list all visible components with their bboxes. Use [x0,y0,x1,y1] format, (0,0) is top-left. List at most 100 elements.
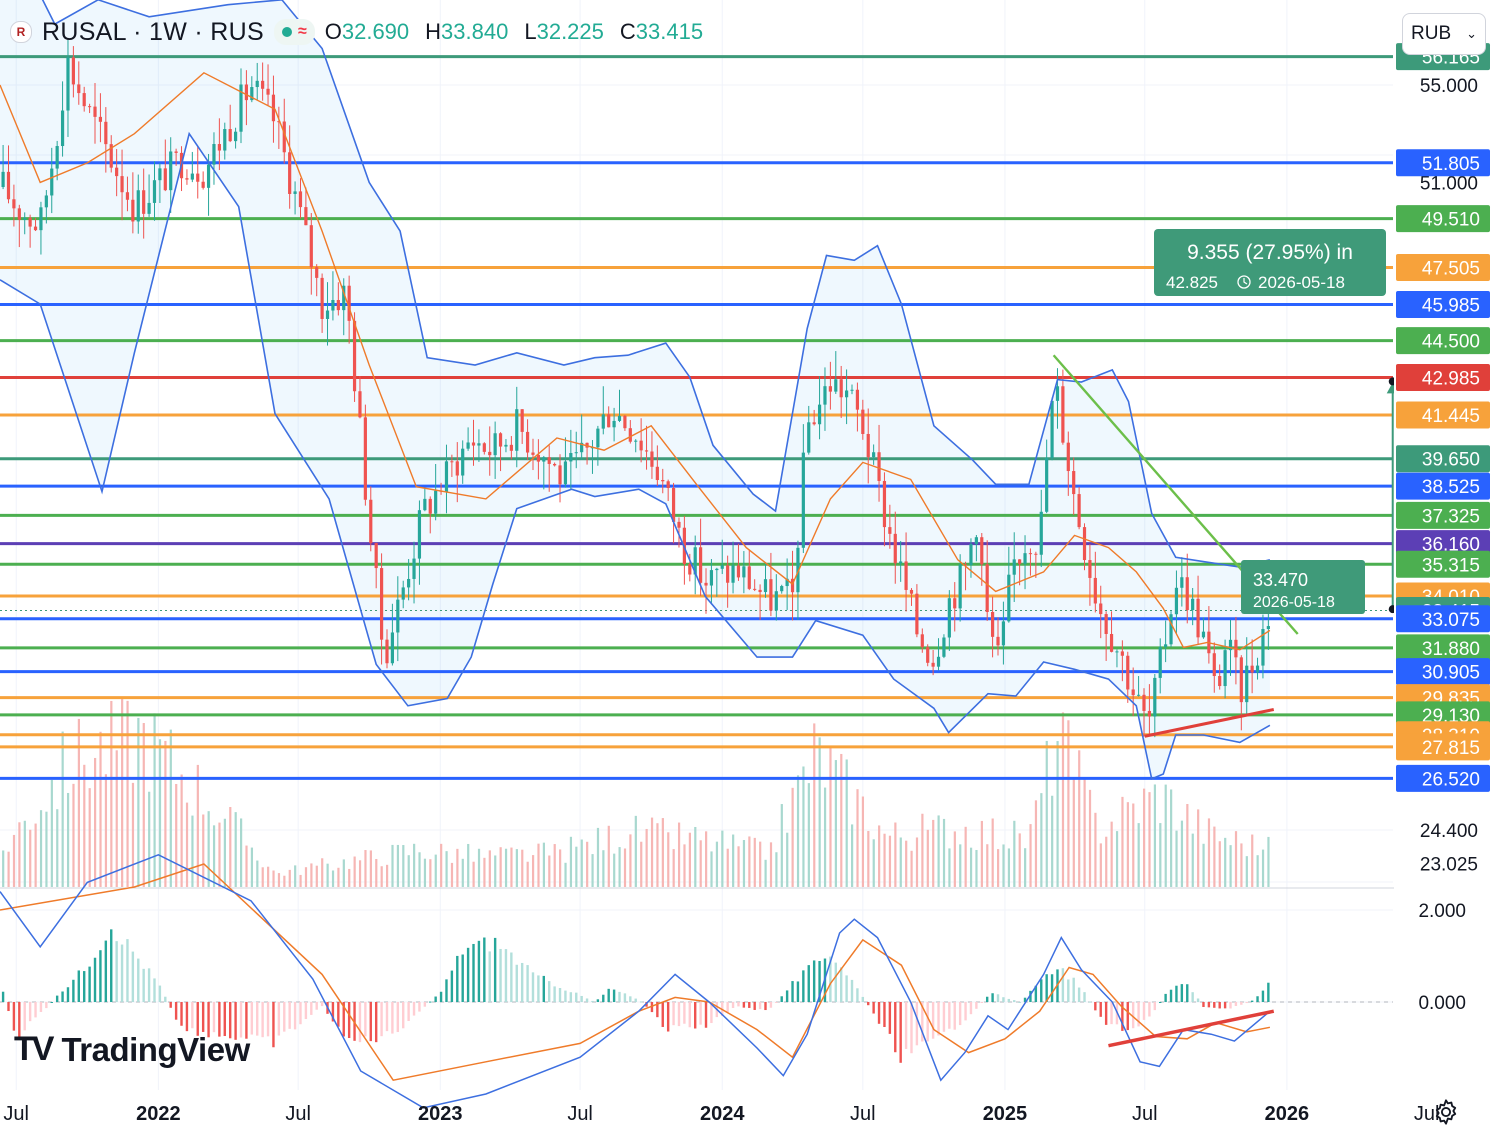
macd-histogram-bar [99,950,102,1002]
macd-histogram-bar [607,988,610,1002]
level-price-label[interactable] [1396,445,1490,473]
macd-histogram-bar [1223,1002,1227,1009]
measure-box-top[interactable] [1154,229,1386,296]
candle [1104,614,1108,634]
candle [1023,553,1027,564]
axes: 55.00051.00024.40023.0252.0000.00056.165… [3,0,1497,1125]
candle [785,578,789,587]
rising-support-line[interactable] [1144,708,1275,738]
macd-histogram-bar [856,988,859,1002]
volume-bar [499,847,502,887]
candle [634,440,638,442]
macd-histogram-bar [780,996,783,1002]
volume-bar [742,840,746,887]
level-price-label[interactable] [1396,401,1490,429]
candle [596,428,600,448]
volume-bar [272,870,275,887]
volume-bar [1029,824,1032,887]
candle [12,199,16,209]
measure-box-bottom[interactable] [1241,560,1365,614]
candle [331,300,335,311]
macd-histogram-bar [791,981,794,1002]
macd-divergence-line[interactable] [1108,1009,1275,1048]
macd-histogram-bar [845,975,848,1002]
volume-bar [375,858,378,887]
macd-histogram-bar [515,964,518,1002]
volume-bar [1045,740,1048,887]
volume-bar [1148,792,1151,887]
macd-histogram-bar [753,1002,756,1010]
currency-select[interactable]: RUB ⌄ [1402,13,1486,55]
candle [131,199,135,222]
macd-histogram-bar [542,975,546,1002]
volume-bar [710,851,713,887]
macd-histogram-bar [120,944,124,1002]
level-price-label-text: 39.650 [1422,450,1480,471]
tradingview-logo[interactable]: TV TradingView [14,1030,250,1069]
level-price-label[interactable] [1396,733,1490,761]
volume-bar [823,787,827,887]
candle [1266,626,1270,629]
macd-histogram-bar [418,1002,421,1012]
volume-bar [980,820,983,887]
macd-histogram-bar [569,992,573,1002]
volume-bar [1013,820,1016,887]
candle [417,510,422,559]
level-price-label-text: 47.505 [1422,258,1480,279]
level-price-label[interactable] [1396,472,1490,500]
macd-histogram-bar [699,1002,702,1025]
macd-histogram-bar [634,998,637,1002]
candle [888,527,892,534]
level-price-label[interactable] [1396,253,1490,281]
measure-box-top-line1: 9.355 (27.95%) in [1187,241,1353,264]
gear-icon[interactable] [1432,1098,1460,1126]
volume-bar [807,783,810,887]
exchange-status-dot-icon [281,27,292,37]
candle [450,461,454,463]
macd-histogram-bar [661,1002,664,1027]
candle [1255,665,1260,673]
volume-bar [867,830,870,887]
level-price-label[interactable] [1396,364,1490,392]
macd-histogram-bar [164,996,167,1002]
candle [823,386,827,405]
level-price-label[interactable] [1396,327,1490,355]
volume-bar [207,811,210,887]
level-price-label[interactable] [1396,290,1490,318]
candle [423,498,427,511]
candle [44,195,48,208]
level-price-label[interactable] [1396,605,1490,633]
candle [677,521,681,528]
level-price-label[interactable] [1396,205,1490,233]
volume-bar [385,864,389,887]
macd-histogram-bar [1137,1002,1140,1027]
candle [201,181,205,188]
volume-bar [315,865,318,887]
candle [958,564,962,609]
level-price-label[interactable] [1396,501,1490,529]
candle [817,404,822,425]
symbol-logo-icon[interactable]: R [10,21,32,43]
level-price-label[interactable] [1396,634,1490,662]
candle [298,191,303,208]
macd-histogram-bar [61,991,64,1002]
volume-bar [726,848,729,887]
macd-histogram-bar [212,1002,216,1033]
level-price-label[interactable] [1396,149,1490,177]
status-pill[interactable]: ≈ [273,19,315,45]
level-price-label[interactable] [1396,550,1490,578]
level-price-label[interactable] [1396,530,1490,558]
candle [88,106,92,108]
level-price-label[interactable] [1396,764,1490,792]
candle [947,598,951,638]
macd-histogram-bar [520,962,524,1002]
volume-bar [1105,836,1108,887]
macd-histogram-bar [602,994,605,1002]
macd-histogram-bar [412,1002,416,1016]
volume-bar [61,731,64,887]
symbol-title[interactable]: RUSAL · 1W · RUS [42,17,264,46]
level-price-label[interactable] [1396,658,1490,686]
candle [801,452,805,548]
candle [6,171,11,200]
